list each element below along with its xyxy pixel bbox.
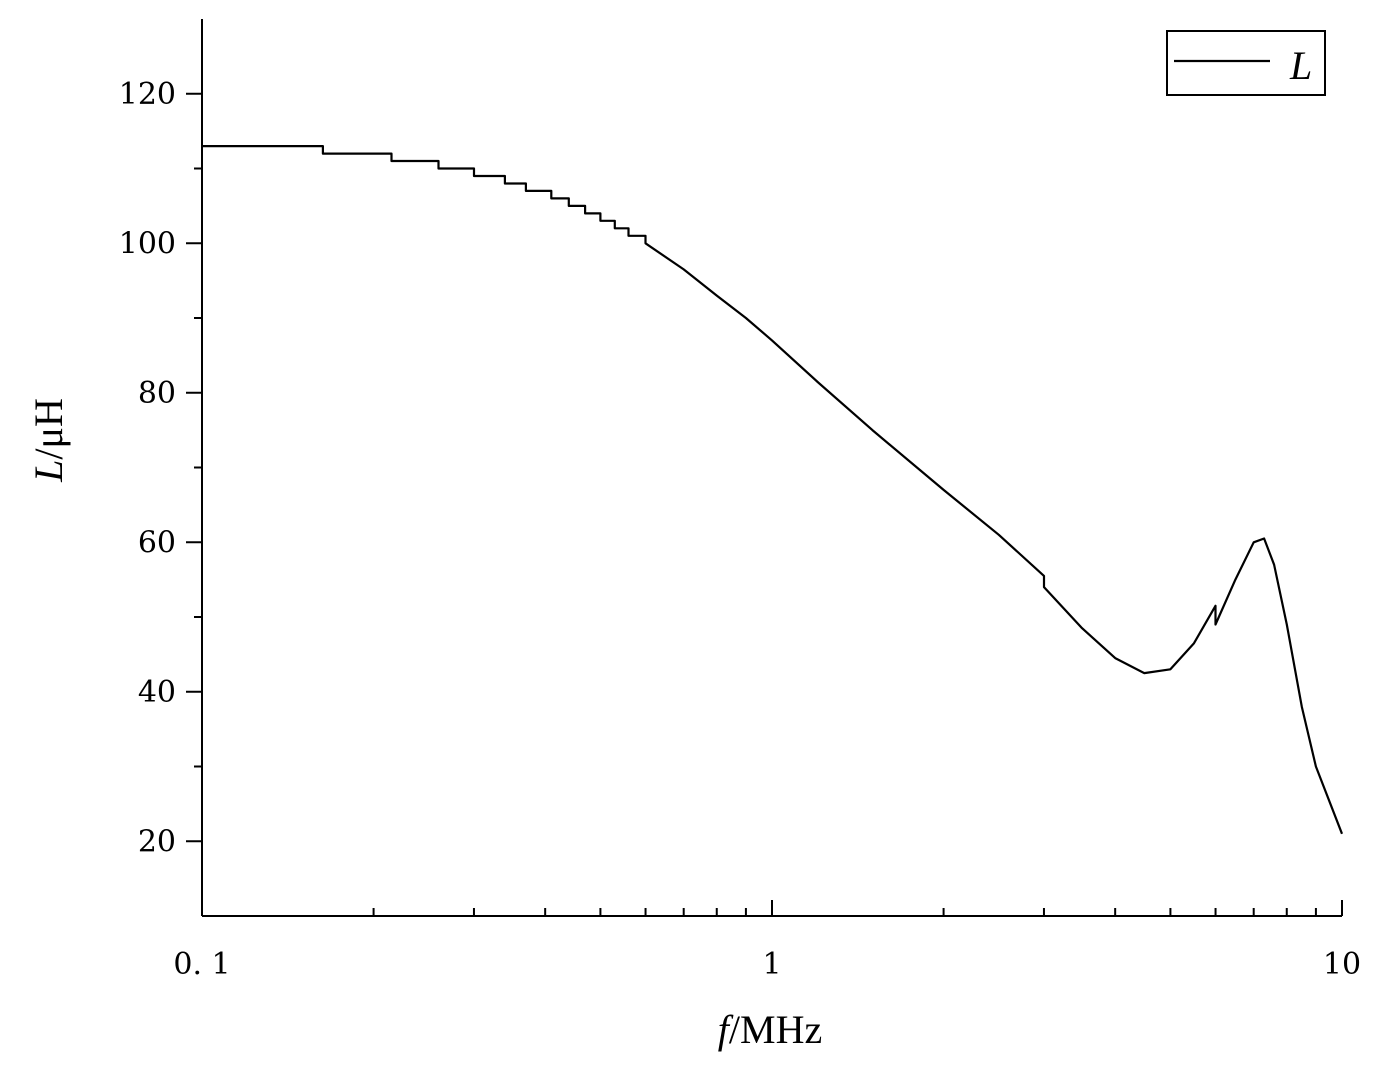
y-ticks: 20 40 60 80 100 120: [119, 77, 202, 859]
series-group: [202, 145, 1344, 835]
legend-box: [1166, 30, 1326, 96]
y-tick-label: 100: [119, 226, 176, 261]
legend: L: [1166, 30, 1326, 96]
x-tick-label: 1: [762, 947, 781, 982]
y-tick-label: 60: [138, 525, 176, 560]
y-tick-label: 20: [138, 824, 176, 859]
y-tick-label: 40: [138, 675, 176, 710]
y-tick-label: 120: [119, 77, 176, 112]
y-axis-title: L/μH: [26, 398, 71, 483]
series-line-L: [202, 145, 1344, 835]
x-axis-title: f/MHz: [718, 1007, 822, 1052]
x-tick-label: 10: [1323, 947, 1361, 982]
x-axis-unit: /MHz: [729, 1007, 822, 1052]
y-tick-label: 80: [138, 376, 176, 411]
x-ticks: 0. 1 1 10: [173, 900, 1361, 982]
legend-entry-label: L: [1289, 43, 1312, 88]
y-axis-unit: /μH: [26, 398, 71, 459]
y-axis-var: L: [26, 460, 71, 483]
x-tick-label: 0. 1: [173, 947, 230, 982]
